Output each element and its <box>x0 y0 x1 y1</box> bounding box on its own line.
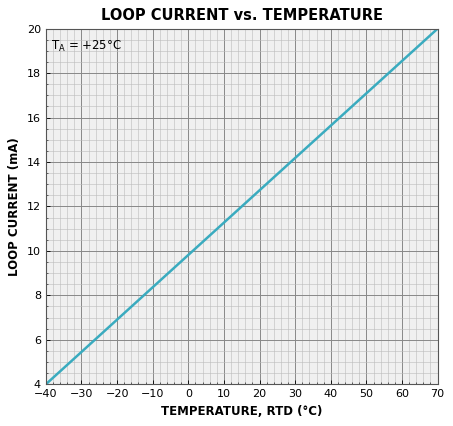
X-axis label: TEMPERATURE, RTD (°C): TEMPERATURE, RTD (°C) <box>161 405 323 417</box>
Text: $\mathregular{T_A}$ = +25°C: $\mathregular{T_A}$ = +25°C <box>51 39 122 54</box>
Title: LOOP CURRENT vs. TEMPERATURE: LOOP CURRENT vs. TEMPERATURE <box>101 9 383 23</box>
Y-axis label: LOOP CURRENT (mA): LOOP CURRENT (mA) <box>8 137 21 276</box>
